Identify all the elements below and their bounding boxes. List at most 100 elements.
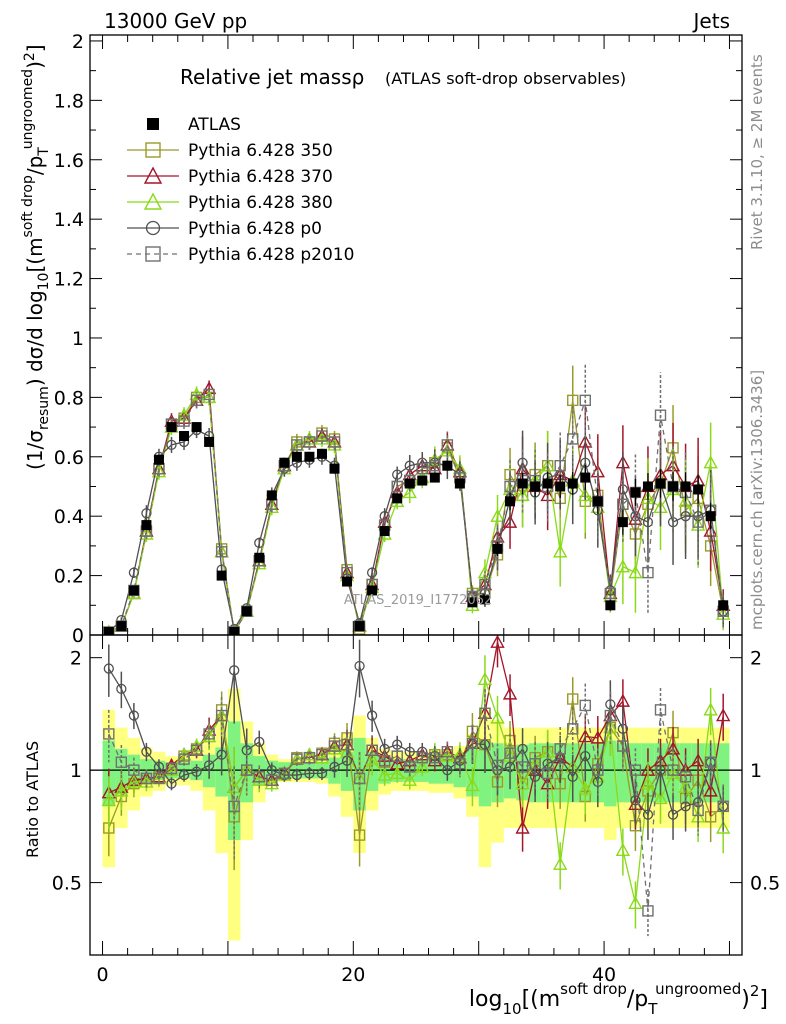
ratio-y-axis-label: Ratio to ATLAS: [23, 741, 42, 858]
ratio-point: [302, 747, 317, 761]
ratio-point: [216, 749, 227, 760]
ratio-point: [679, 771, 692, 783]
atlas-point: [367, 585, 378, 596]
ratio-point: [579, 699, 591, 712]
series-point: [554, 459, 566, 472]
ratio-point: [126, 774, 142, 788]
ratio-point: [314, 750, 330, 764]
series-point: [303, 436, 316, 448]
main-plot-marks: [103, 362, 731, 635]
ratio-point: [441, 746, 454, 758]
atlas-point: [392, 493, 403, 504]
series-point: [203, 388, 215, 401]
ratio-point: [303, 751, 316, 764]
atlas-point: [592, 496, 603, 507]
band-inner: [478, 740, 492, 807]
series-point: [703, 455, 718, 469]
band-inner: [629, 743, 642, 803]
series-point: [429, 459, 441, 472]
ratio-point: [266, 774, 278, 786]
atlas-point: [442, 460, 453, 471]
atlas-point: [141, 520, 152, 531]
series-point: [680, 511, 691, 522]
chart-subtitle: (ATLAS soft-drop observables): [385, 69, 626, 88]
ratio-point: [128, 764, 140, 776]
ratio-point: [704, 756, 717, 768]
ratio-point: [178, 769, 190, 781]
ratio-point: [354, 660, 365, 672]
atlas-point: [479, 594, 490, 605]
main-y-axis: 0 0.2 0.4 0.6 0.8 1 1.2 1.4 1.6 1.8 2: [54, 31, 742, 647]
atlas-point: [555, 481, 566, 492]
ratio-y-tick-label: 1: [70, 760, 82, 782]
ratio-point: [404, 746, 415, 757]
atlas-point: [128, 585, 139, 596]
ratio-y-tick-label: 0.5: [52, 873, 82, 895]
atlas-point: [342, 576, 353, 587]
ratio-point: [553, 856, 568, 870]
ratio-point: [630, 795, 641, 806]
series-point: [128, 567, 140, 578]
ratio-point: [466, 737, 479, 749]
series-point: [504, 480, 516, 493]
ratio-point: [203, 728, 215, 740]
atlas-point: [153, 454, 164, 465]
atlas-point: [567, 478, 578, 489]
ratio-point: [454, 758, 466, 770]
ratio-point: [264, 776, 279, 790]
main-panel: 0 0.2 0.4 0.6 0.8 1 1.2 1.4 1.6 1.8 2: [54, 31, 743, 647]
ratio-point: [592, 764, 604, 776]
ratio-point: [617, 740, 629, 752]
atlas-point: [642, 481, 653, 492]
legend-marker: [143, 166, 163, 184]
atlas-point: [354, 621, 365, 632]
ratio-point: [191, 766, 202, 777]
atlas-point: [718, 600, 729, 611]
y-tick-label: 1.6: [54, 150, 84, 172]
ratio-point: [479, 707, 491, 719]
ratio-point: [391, 750, 403, 762]
ratio-point: [716, 820, 731, 834]
atlas-point: [191, 422, 202, 433]
y-tick-label: 0.2: [54, 566, 84, 588]
ratio-point: [341, 738, 353, 751]
ratio-point: [366, 744, 378, 757]
series-point: [502, 514, 518, 528]
ratio-point: [228, 800, 240, 813]
atlas-point: [668, 481, 679, 492]
series-point: [391, 480, 403, 493]
ratio-y-tick-label-right: 2: [750, 648, 762, 670]
band-inner: [616, 743, 630, 803]
atlas-point: [617, 517, 628, 528]
x-tick-label: 40: [592, 964, 616, 986]
legend-label: ATLAS: [188, 115, 241, 135]
series-point: [141, 508, 152, 519]
ratio-point: [502, 686, 518, 700]
ratio-point: [178, 753, 190, 765]
legend-marker: [147, 118, 159, 130]
series-point: [567, 394, 579, 407]
ratio-y-axis: 0.5 0.5 1 1 2 2: [52, 648, 780, 895]
legend-label: Pythia 6.428 380: [188, 193, 333, 213]
atlas-point: [379, 526, 390, 537]
ratio-point: [128, 710, 140, 721]
ratio-point: [690, 753, 706, 767]
ratio-point: [667, 809, 679, 820]
atlas-point: [655, 478, 666, 489]
legend-label: Pythia 6.428 350: [188, 141, 333, 161]
series-point: [553, 544, 568, 558]
ratio-point: [229, 665, 240, 676]
atlas-point: [429, 472, 440, 483]
legend-marker: [145, 246, 161, 262]
ratio-point: [703, 702, 718, 716]
ratio-point: [491, 759, 504, 772]
ratio-point: [703, 783, 718, 797]
legend-marker: [145, 220, 161, 236]
ratio-point: [578, 781, 593, 795]
atlas-point: [266, 490, 277, 501]
ratio-point: [604, 709, 617, 722]
series-atlas: [103, 422, 729, 635]
series-point: [642, 566, 654, 579]
atlas-point: [291, 451, 302, 462]
